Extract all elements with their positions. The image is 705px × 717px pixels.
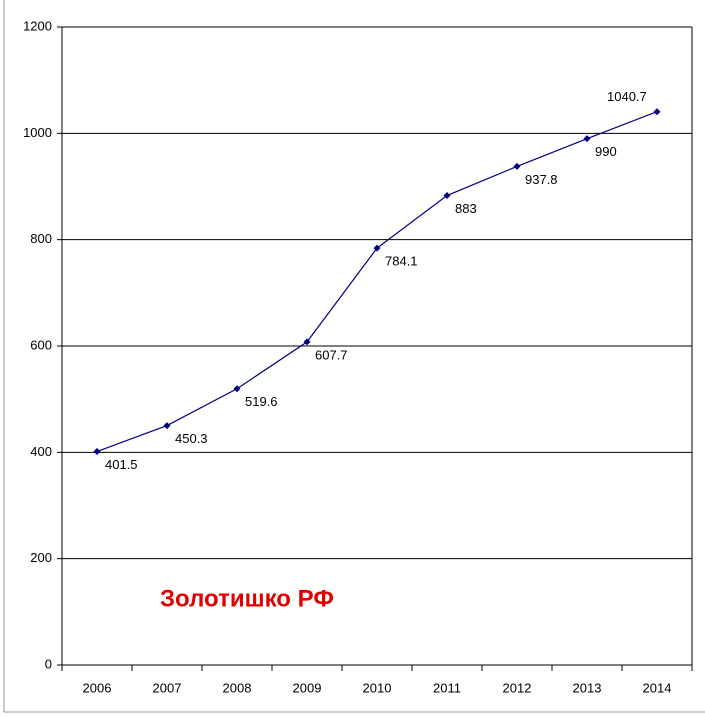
- x-tick-label: 2011: [433, 680, 461, 695]
- x-tick-label: 2012: [503, 680, 532, 695]
- data-label: 990: [595, 144, 617, 159]
- data-point: [513, 162, 521, 170]
- y-tick-label: 1200: [23, 18, 52, 33]
- data-point: [303, 338, 311, 346]
- data-label: 450.3: [175, 431, 208, 446]
- data-point: [443, 192, 451, 200]
- data-point: [163, 422, 171, 430]
- x-tick-label: 2008: [223, 680, 252, 695]
- data-label: 883: [455, 201, 477, 216]
- chart-title: Золотишко РФ: [160, 585, 334, 612]
- data-point: [373, 244, 381, 252]
- y-tick-label: 600: [30, 337, 52, 352]
- data-label: 401.5: [105, 457, 138, 472]
- y-tick-label: 200: [30, 550, 52, 565]
- x-tick-label: 2014: [643, 680, 672, 695]
- data-label: 784.1: [385, 254, 418, 269]
- x-tick-label: 2009: [293, 680, 322, 695]
- data-label: 607.7: [315, 347, 348, 362]
- y-tick-label: 0: [45, 656, 52, 671]
- x-tick-label: 2010: [363, 680, 392, 695]
- x-tick-label: 2006: [83, 680, 112, 695]
- y-tick-label: 800: [30, 231, 52, 246]
- x-tick-label: 2007: [153, 680, 182, 695]
- y-tick-label: 1000: [23, 125, 52, 140]
- data-label: 1040.7: [607, 89, 647, 104]
- y-tick-label: 400: [30, 444, 52, 459]
- data-point: [583, 135, 591, 143]
- data-point: [653, 108, 661, 116]
- data-label: 519.6: [245, 394, 278, 409]
- x-tick-label: 2013: [573, 680, 602, 695]
- data-label: 937.8: [525, 172, 558, 187]
- data-point: [233, 385, 241, 393]
- data-point: [93, 448, 101, 456]
